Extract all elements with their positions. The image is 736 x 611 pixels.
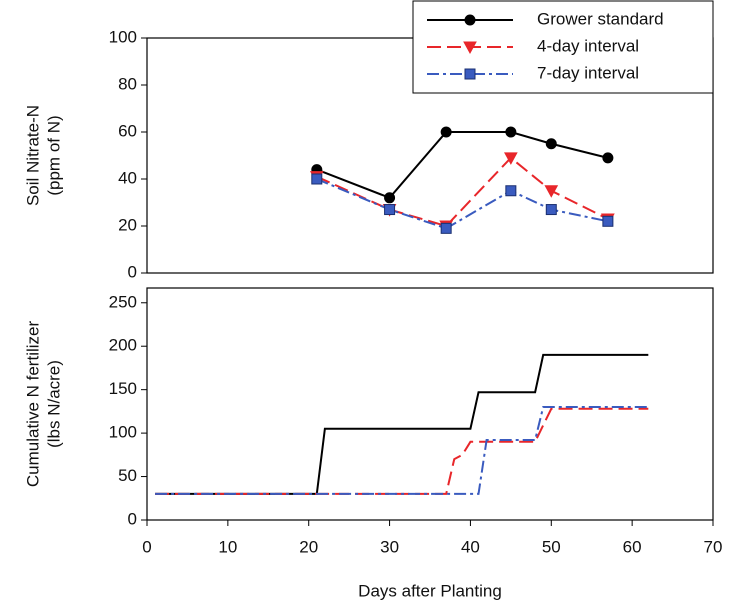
legend-label: 4-day interval bbox=[537, 36, 639, 55]
marker bbox=[602, 152, 614, 164]
y-tick-label: 250 bbox=[109, 292, 137, 311]
y-tick-label: 0 bbox=[128, 262, 137, 281]
legend-marker bbox=[464, 14, 476, 26]
marker bbox=[504, 152, 518, 165]
series-line bbox=[316, 131, 609, 199]
y-tick-label: 200 bbox=[109, 336, 137, 355]
legend-marker bbox=[463, 41, 477, 55]
y-axis-title: Soil Nitrate-N bbox=[23, 105, 42, 206]
y-tick-label: 20 bbox=[118, 215, 137, 234]
marker bbox=[545, 204, 557, 216]
marker bbox=[544, 185, 559, 198]
y-axis-title: (ppm of N) bbox=[44, 115, 63, 195]
x-tick-label: 70 bbox=[704, 537, 723, 556]
x-tick-label: 40 bbox=[461, 537, 480, 556]
y-tick-label: 150 bbox=[109, 379, 137, 398]
y-tick-label: 60 bbox=[118, 121, 137, 140]
series-line bbox=[316, 156, 609, 228]
legend-label: 7-day interval bbox=[537, 63, 639, 82]
y-tick-label: 100 bbox=[109, 27, 137, 46]
legend-label: Grower standard bbox=[537, 9, 664, 28]
marker bbox=[311, 173, 323, 185]
marker bbox=[545, 138, 557, 150]
legend-box bbox=[412, 0, 714, 94]
y-tick-label: 40 bbox=[118, 168, 137, 187]
x-tick-label: 0 bbox=[142, 537, 151, 556]
marker bbox=[602, 215, 614, 227]
x-axis-title: Days after Planting bbox=[358, 581, 502, 600]
series-line bbox=[155, 353, 649, 495]
y-tick-label: 0 bbox=[128, 509, 137, 528]
x-tick-label: 20 bbox=[299, 537, 318, 556]
x-tick-label: 60 bbox=[623, 537, 642, 556]
series-line bbox=[155, 407, 649, 495]
marker bbox=[505, 185, 517, 197]
marker bbox=[384, 204, 396, 216]
series-line bbox=[155, 406, 649, 495]
plot-frame bbox=[146, 287, 714, 521]
legend-marker bbox=[464, 68, 476, 80]
y-tick-label: 80 bbox=[118, 74, 137, 93]
marker bbox=[505, 126, 517, 138]
marker bbox=[440, 222, 452, 234]
marker bbox=[440, 126, 452, 138]
x-tick-label: 30 bbox=[380, 537, 399, 556]
x-tick-label: 50 bbox=[542, 537, 561, 556]
y-tick-label: 50 bbox=[118, 466, 137, 485]
y-tick-label: 100 bbox=[109, 423, 137, 442]
y-axis-title: Cumulative N fertilizer bbox=[23, 321, 42, 488]
x-tick-label: 10 bbox=[218, 537, 237, 556]
y-axis-title: (lbs N/acre) bbox=[44, 360, 63, 448]
marker bbox=[384, 192, 396, 204]
